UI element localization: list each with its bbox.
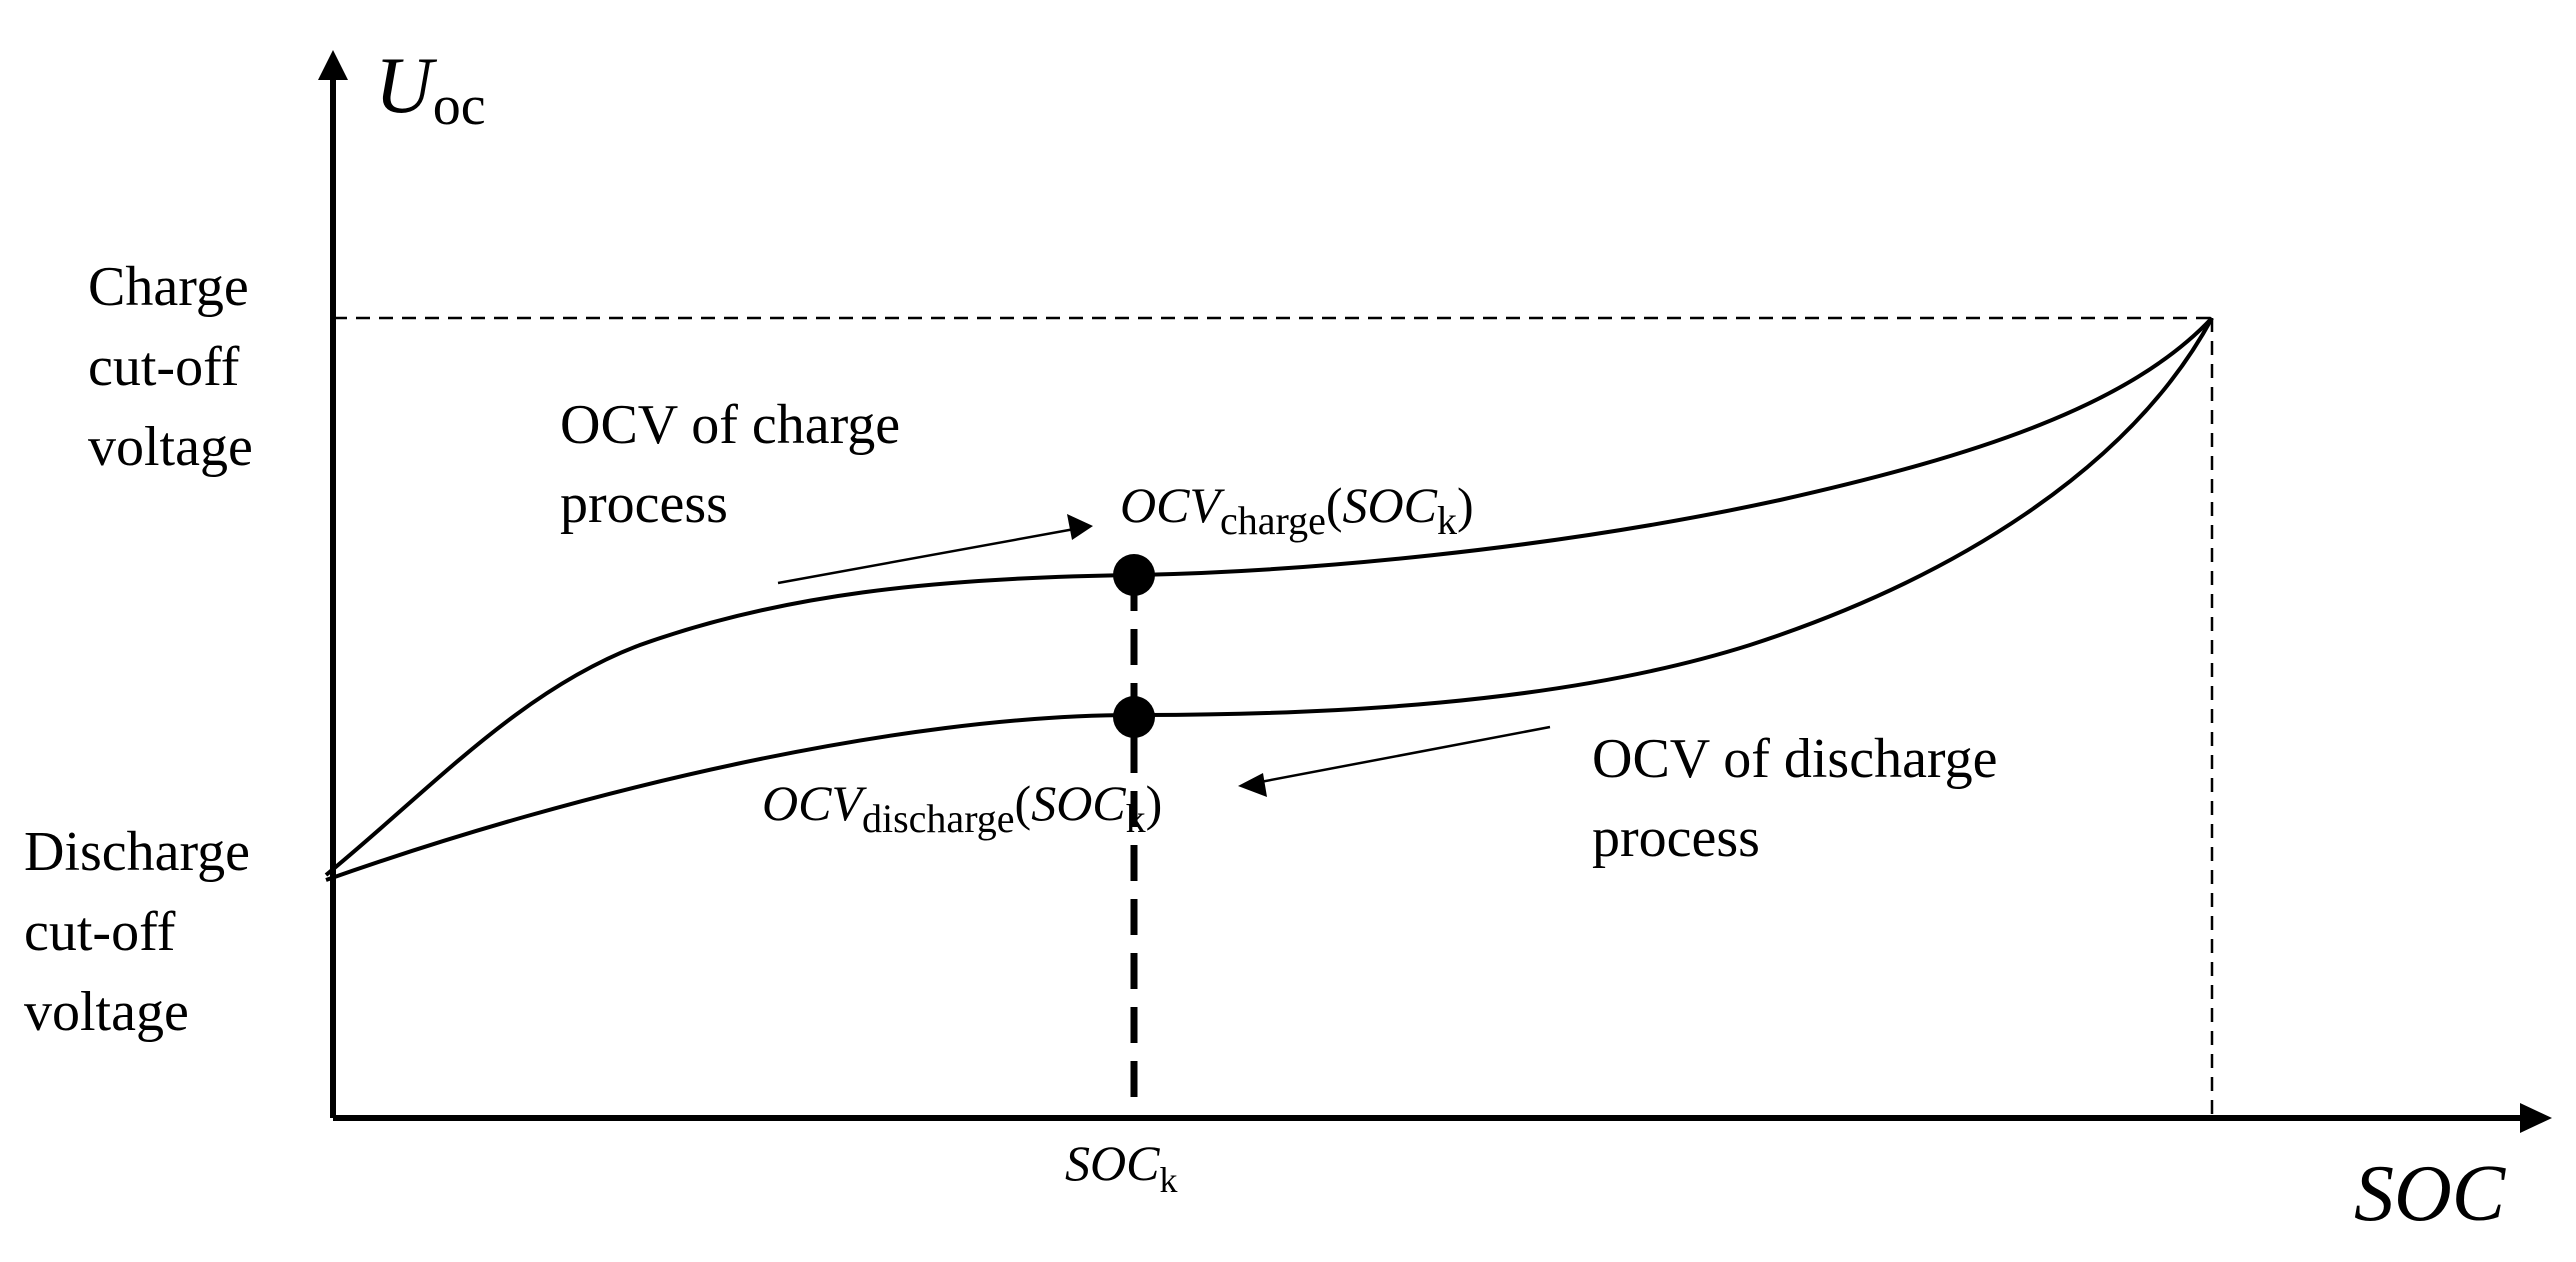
charge-process-label: OCV of charge process xyxy=(560,394,914,535)
charge-process-arrowhead xyxy=(1067,514,1093,540)
x-axis-arrowhead xyxy=(2520,1103,2552,1133)
charge-point xyxy=(1113,554,1155,596)
discharge-cutoff-label: Discharge cut-off voltage xyxy=(24,821,264,1043)
x-axis-label: SOC xyxy=(2354,1150,2507,1238)
discharge-point xyxy=(1113,696,1155,738)
y-axis-arrowhead xyxy=(318,50,348,80)
point-discharge-label: OCVdischarge(SOCk) xyxy=(762,775,1162,841)
charge-process-arrow xyxy=(777,526,1081,585)
discharge-process-arrowhead xyxy=(1238,773,1267,797)
point-charge-label: OCVcharge(SOCk) xyxy=(1120,477,1474,543)
soc-k-label: SOCk xyxy=(1065,1135,1177,1200)
discharge-process-label: OCV of discharge process xyxy=(1592,728,2011,869)
discharge-process-arrow xyxy=(1254,725,1551,785)
y-axis-label: Uoc xyxy=(375,42,486,137)
charge-cutoff-label: Charge cut-off voltage xyxy=(88,256,263,478)
charge-curve xyxy=(324,316,2214,877)
discharge-curve xyxy=(325,317,2214,882)
